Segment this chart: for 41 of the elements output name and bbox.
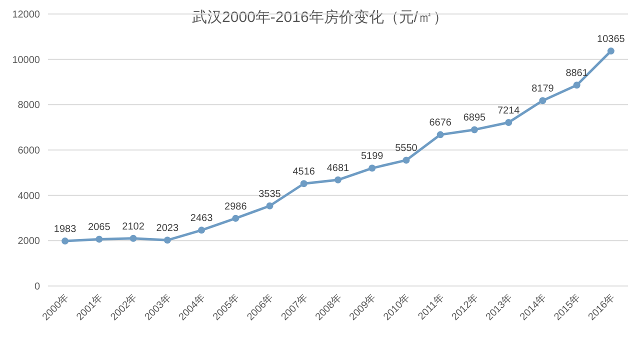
data-label: 10365	[597, 34, 626, 46]
data-label: 2102	[122, 221, 145, 232]
data-label: 2065	[88, 222, 111, 234]
data-label: 2463	[190, 213, 214, 224]
point	[607, 48, 614, 55]
point	[300, 180, 308, 188]
point	[505, 118, 512, 126]
y-tick-label: 0	[34, 282, 40, 292]
data-label: 6676	[429, 118, 452, 129]
point	[470, 126, 478, 134]
y-tick-label: 2000	[18, 236, 40, 248]
point	[436, 131, 444, 138]
y-tick-label: 12000	[12, 10, 40, 20]
data-label: 5199	[360, 151, 384, 162]
point	[266, 202, 274, 210]
y-tick-label: 10000	[12, 54, 40, 66]
y-tick-label: 6000	[18, 146, 40, 156]
data-label: 8179	[532, 84, 554, 95]
data-label: 6895	[463, 112, 486, 124]
point	[573, 82, 580, 89]
data-label: 8861	[566, 68, 588, 80]
point	[368, 164, 376, 172]
data-label: 1983	[54, 224, 77, 236]
point	[130, 234, 137, 242]
y-tick-label: 4000	[18, 190, 40, 202]
point	[96, 236, 103, 243]
data-label: 3535	[258, 188, 282, 200]
point	[198, 226, 206, 234]
point	[402, 156, 410, 164]
point	[539, 97, 546, 104]
point	[62, 238, 69, 245]
point	[164, 236, 171, 244]
data-label: 2023	[156, 223, 179, 234]
data-label: 7214	[497, 105, 520, 116]
data-label: 4516	[292, 166, 316, 178]
y-tick-label: 8000	[18, 100, 40, 112]
data-label: 4681	[326, 162, 350, 174]
data-label: 5550	[395, 143, 418, 154]
data-label: 2986	[224, 201, 248, 212]
point	[232, 214, 240, 222]
point	[334, 176, 342, 184]
